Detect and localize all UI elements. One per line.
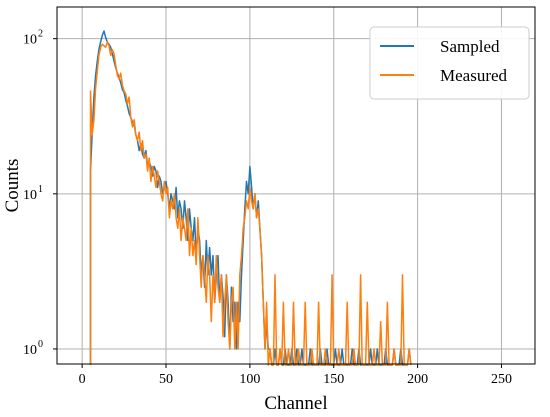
y-tick-exponent: 1 [38,184,43,195]
legend: Sampled Measured [369,26,530,100]
x-axis-title: Channel [264,393,327,414]
x-tick-label: 150 [323,372,344,387]
x-tick-label: 200 [407,372,428,387]
y-tick-label: 10 [23,33,37,48]
x-axis-ticks: 0 50 100 150 200 250 [79,364,512,387]
x-tick-label: 0 [79,372,86,387]
y-tick-label: 10 [23,188,37,203]
x-tick-label: 100 [239,372,260,387]
x-tick-label: 250 [491,372,512,387]
series-line-measured [89,41,412,366]
plot-frame [56,6,536,365]
y-axis-title: Counts [2,159,23,213]
y-tick-exponent: 2 [38,29,43,40]
y-tick-exponent: 0 [38,339,43,350]
legend-label: Measured [440,66,508,85]
series-lines [89,30,412,366]
legend-label: Sampled [440,37,500,56]
y-tick-label: 10 [23,343,37,358]
x-tick-label: 50 [159,372,173,387]
